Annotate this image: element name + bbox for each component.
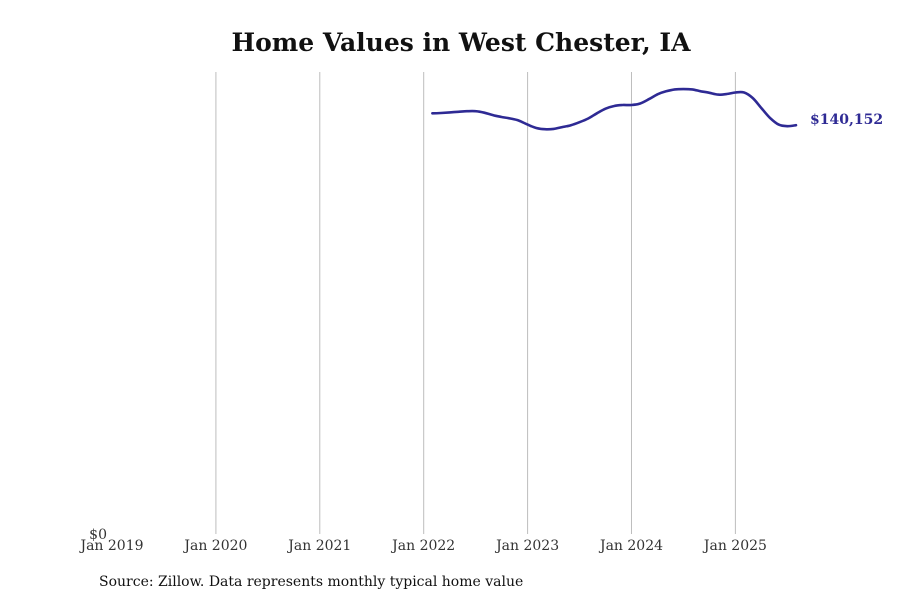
y-tick-label: $0	[89, 527, 107, 543]
gridlines	[215, 72, 736, 534]
x-tick-label: Jan 2022	[390, 538, 455, 554]
x-tick-label: Jan 2023	[494, 538, 559, 554]
axis-labels: Jan 2019 Jan 2020 Jan 2021 Jan 2022 Jan 2023…	[78, 527, 766, 554]
source-note: Source: Zillow. Data represents monthly …	[99, 574, 524, 590]
series-layer	[431, 87, 798, 131]
chart-title: Home Values in West Chester, IA	[231, 28, 691, 57]
series-line	[431, 87, 798, 131]
end-value-label: $140,152	[810, 112, 883, 128]
x-tick-label: Jan 2025	[702, 538, 767, 554]
x-tick-label: Jan 2021	[286, 538, 351, 554]
end-label-layer: $140,152	[810, 112, 883, 128]
x-tick-label: Jan 2019	[78, 538, 143, 554]
x-tick-label: Jan 2020	[182, 538, 247, 554]
x-tick-label: Jan 2024	[598, 538, 663, 554]
